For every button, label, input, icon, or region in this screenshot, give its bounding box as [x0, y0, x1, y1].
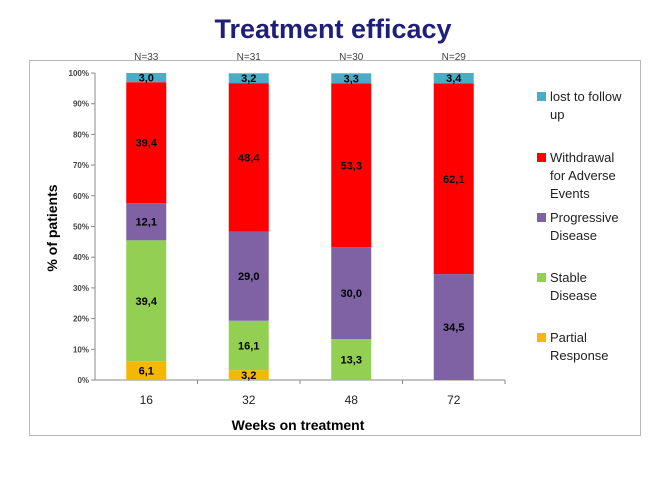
legend-label: Events	[550, 186, 590, 201]
data-label: 3,0	[139, 73, 154, 85]
bar-segment	[126, 361, 167, 380]
bar-segment	[433, 274, 474, 380]
data-label: 34,5	[443, 322, 464, 334]
bar-segment	[228, 320, 269, 371]
bar-segment	[331, 73, 372, 84]
legend-swatch	[537, 153, 546, 162]
y-tick-label: 20%	[73, 315, 89, 324]
legend-label: Response	[550, 348, 609, 363]
y-tick-label: 30%	[73, 284, 89, 293]
bar-segment	[433, 73, 474, 84]
data-label: 6,1	[139, 366, 154, 378]
bar-segment	[126, 203, 167, 241]
data-label: 39,4	[136, 296, 158, 308]
page-title: Treatment efficacy	[214, 14, 452, 44]
data-label: 12,1	[136, 217, 157, 229]
legend-label: Disease	[550, 288, 597, 303]
legend-swatch	[537, 333, 546, 342]
x-tick-label: 16	[140, 393, 154, 407]
y-axis-title: % of patients	[44, 184, 60, 271]
legend-label: Withdrawal	[550, 150, 614, 165]
bar-segment	[433, 83, 474, 275]
legend-swatch	[537, 92, 546, 101]
data-label: 39,4	[136, 138, 158, 150]
data-label: 53,3	[341, 160, 362, 172]
y-tick-label: 40%	[73, 253, 89, 262]
legend-label: for Adverse	[550, 168, 616, 183]
data-label: 3,4	[446, 73, 462, 85]
bar-segment	[228, 73, 269, 84]
legend-swatch	[537, 273, 546, 282]
y-tick-label: 0%	[77, 376, 89, 385]
bar-segment	[126, 82, 167, 204]
bar-segment	[331, 83, 372, 248]
data-label: 30,0	[341, 288, 362, 300]
y-tick-label: 100%	[69, 69, 89, 78]
x-tick-label: 32	[242, 393, 256, 407]
n-label: N=33	[134, 52, 159, 63]
y-tick-label: 90%	[73, 100, 89, 109]
x-axis-title: Weeks on treatment	[232, 417, 365, 433]
legend-label: Progressive	[550, 210, 619, 225]
n-label: N=29	[442, 52, 467, 63]
bar-segment	[126, 240, 167, 362]
y-tick-label: 70%	[73, 161, 89, 170]
bar-segment	[126, 73, 167, 83]
legend-label: Disease	[550, 228, 597, 243]
data-label: 3,2	[241, 370, 256, 382]
legend-label: Partial	[550, 330, 587, 345]
data-label: 29,0	[238, 271, 259, 283]
legend-label: lost to follow	[550, 89, 622, 104]
legend-label: Stable	[550, 270, 587, 285]
bar-segment	[228, 370, 269, 380]
data-label: 3,2	[241, 73, 256, 85]
bar-segment	[331, 339, 372, 380]
legend-swatch	[537, 213, 546, 222]
x-tick-label: 48	[345, 393, 359, 407]
y-tick-label: 60%	[73, 192, 89, 201]
data-label: 62,1	[443, 174, 464, 186]
n-label: N=30	[339, 52, 364, 63]
data-label: 13,3	[341, 355, 362, 367]
y-tick-label: 10%	[73, 345, 89, 354]
n-label: N=31	[237, 52, 262, 63]
y-tick-label: 80%	[73, 130, 89, 139]
x-tick-label: 72	[447, 393, 461, 407]
data-label: 48,4	[238, 152, 260, 164]
legend-label: up	[550, 107, 564, 122]
data-label: 16,1	[238, 340, 259, 352]
bar-segment	[228, 83, 269, 232]
bar-segment	[228, 231, 269, 321]
chart-frame	[29, 60, 641, 436]
y-tick-label: 50%	[73, 223, 89, 232]
bar-segment	[331, 247, 372, 340]
data-label: 3,3	[344, 73, 359, 85]
